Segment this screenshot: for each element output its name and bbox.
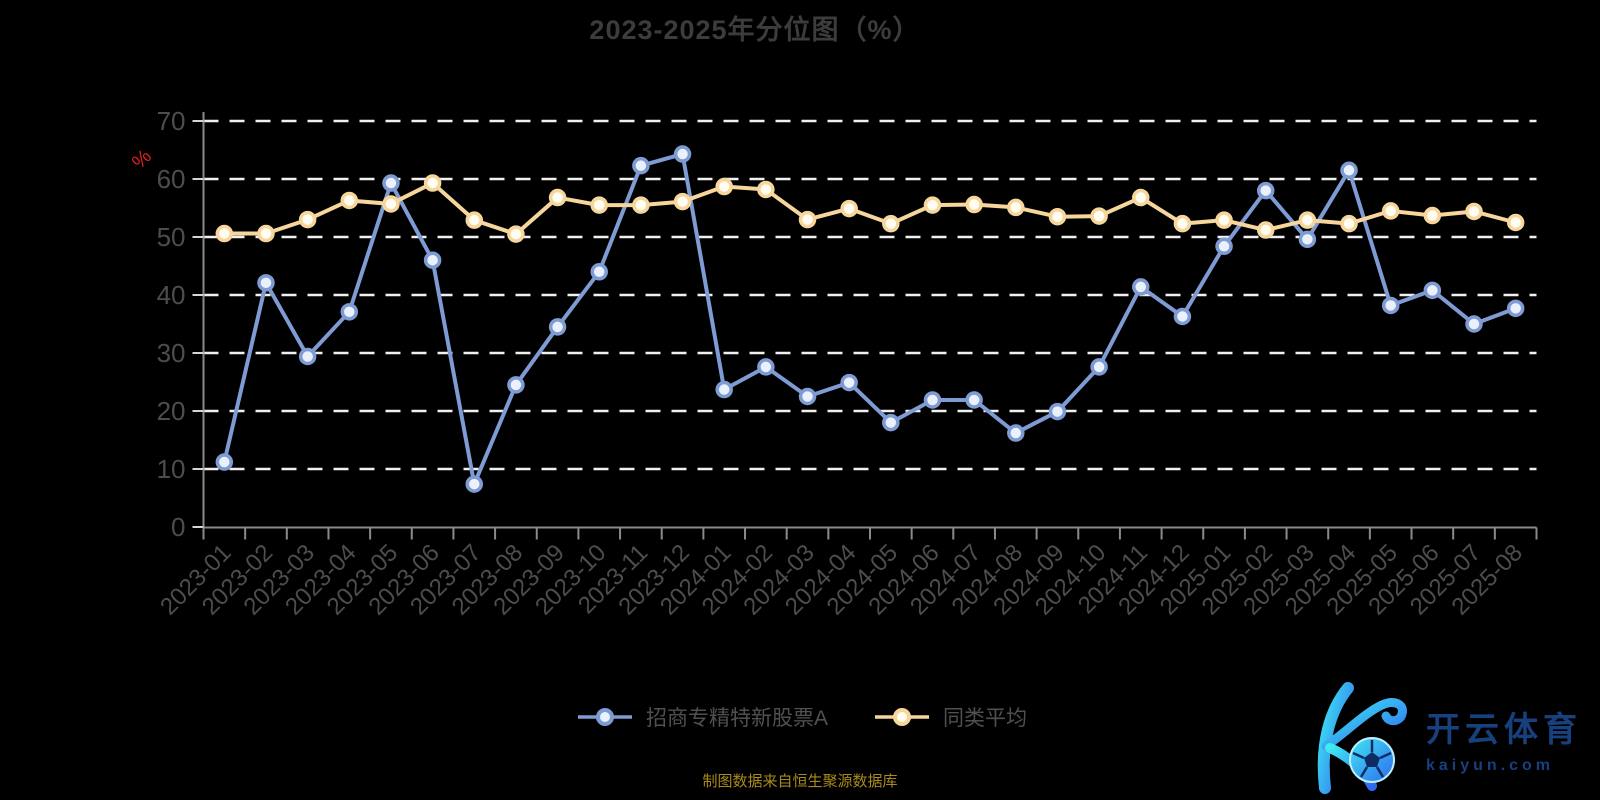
series-line-0: [222, 152, 1518, 487]
data-point[interactable]: [1048, 207, 1067, 226]
data-point[interactable]: [1506, 299, 1525, 318]
data-point[interactable]: [382, 195, 400, 213]
y-axis-unit-label: %: [128, 145, 156, 173]
data-point[interactable]: [965, 195, 983, 214]
kaiyun-watermark: 开云体育 kaiyun.com: [1308, 682, 1582, 794]
kaiyun-brand-url: kaiyun.com: [1426, 756, 1555, 774]
data-point[interactable]: [340, 303, 359, 321]
data-point[interactable]: [1132, 278, 1150, 296]
y-tick-label: 0: [171, 512, 185, 542]
kaiyun-watermark-text: 开云体育 kaiyun.com: [1426, 702, 1582, 775]
data-point[interactable]: [1173, 214, 1192, 233]
kaiyun-brand-cn: 开云体育: [1426, 710, 1582, 749]
data-point[interactable]: [423, 251, 442, 269]
data-point[interactable]: [465, 475, 484, 493]
data-point[interactable]: [882, 214, 900, 233]
data-point[interactable]: [840, 199, 858, 218]
data-point[interactable]: [1048, 402, 1067, 421]
y-axis-labels: 0 10 20 30 40 50 60 70: [157, 106, 186, 542]
data-point[interactable]: [882, 413, 900, 432]
grid-lines: [203, 119, 1537, 471]
data-point[interactable]: [1132, 188, 1150, 207]
data-point[interactable]: [923, 196, 942, 214]
data-point[interactable]: [590, 196, 608, 214]
data-point[interactable]: [1340, 161, 1358, 180]
data-point[interactable]: [548, 318, 567, 336]
data-point[interactable]: [298, 210, 317, 229]
data-point[interactable]: [1465, 315, 1483, 333]
series-line-1: [222, 181, 1518, 237]
kaiyun-k-football-logo-icon: [1317, 682, 1407, 794]
chart-title: 2023-2025年分位图（%）: [589, 15, 921, 45]
data-point[interactable]: [340, 191, 359, 210]
data-point[interactable]: [215, 224, 234, 243]
series-1: [215, 174, 1525, 243]
data-point[interactable]: [382, 174, 400, 192]
data-point[interactable]: [215, 453, 234, 471]
data-point[interactable]: [757, 358, 775, 376]
data-point[interactable]: [423, 174, 442, 192]
data-point[interactable]: [757, 180, 775, 199]
series-0: [215, 145, 1525, 493]
data-point[interactable]: [1423, 206, 1442, 225]
data-point[interactable]: [1090, 358, 1108, 376]
data-point[interactable]: [1256, 221, 1275, 239]
data-point[interactable]: [798, 387, 817, 406]
data-point[interactable]: [632, 156, 650, 175]
data-point[interactable]: [507, 376, 525, 394]
y-tick-label: 60: [157, 164, 186, 194]
data-point[interactable]: [1298, 211, 1317, 229]
percentile-line-chart: 0 10 20 30 40 50 60 70 2023-012023-022023-032023…: [128, 106, 1538, 621]
legend-label-series-0: 招商专精特新股票A: [645, 707, 828, 730]
y-tick-label: 40: [157, 280, 186, 310]
x-axis-labels: 2023-012023-022023-032023-042023-052023-…: [155, 539, 1528, 620]
legend-label-series-1: 同类平均: [943, 707, 1027, 730]
axes: [192, 112, 1538, 540]
data-point[interactable]: [1423, 281, 1442, 300]
data-point[interactable]: [632, 196, 650, 214]
data-source-note: 制图数据来自恒生聚源数据库: [702, 773, 898, 790]
chart-legend: 招商专精特新股票A 同类平均: [0, 702, 1600, 732]
data-point[interactable]: [1298, 230, 1317, 249]
data-point[interactable]: [840, 373, 858, 392]
data-point[interactable]: [590, 263, 608, 281]
data-point[interactable]: [1007, 198, 1025, 217]
legend-item-series-1[interactable]: 同类平均: [874, 702, 1027, 732]
data-point[interactable]: [1007, 424, 1025, 442]
data-point[interactable]: [965, 391, 983, 409]
legend-marker-1: [875, 708, 929, 726]
data-point[interactable]: [673, 145, 692, 163]
data-point[interactable]: [1173, 307, 1192, 326]
legend-item-series-0[interactable]: 招商专精特新股票A: [577, 702, 828, 732]
y-tick-label: 70: [157, 106, 186, 136]
data-point[interactable]: [1465, 202, 1483, 221]
data-point[interactable]: [1215, 237, 1233, 256]
data-point[interactable]: [1340, 214, 1358, 233]
data-point[interactable]: [1381, 202, 1400, 220]
y-tick-label: 50: [157, 222, 186, 252]
data-point[interactable]: [257, 224, 275, 243]
data-point[interactable]: [465, 211, 484, 229]
data-point[interactable]: [1215, 211, 1233, 229]
data-point[interactable]: [923, 391, 942, 409]
data-point[interactable]: [298, 347, 317, 366]
data-point[interactable]: [715, 380, 733, 399]
y-tick-label: 30: [157, 338, 186, 368]
y-tick-label: 10: [157, 454, 186, 484]
data-point[interactable]: [1381, 296, 1400, 315]
data-point[interactable]: [798, 210, 817, 229]
data-point[interactable]: [673, 192, 692, 211]
data-point[interactable]: [257, 274, 275, 292]
data-point[interactable]: [1090, 207, 1108, 225]
data-point[interactable]: [1506, 213, 1525, 232]
data-point[interactable]: [507, 225, 525, 243]
data-point[interactable]: [715, 177, 733, 196]
data-point[interactable]: [548, 188, 567, 207]
data-point[interactable]: [1256, 181, 1275, 200]
legend-marker-0: [577, 708, 632, 726]
y-tick-label: 20: [157, 396, 186, 426]
